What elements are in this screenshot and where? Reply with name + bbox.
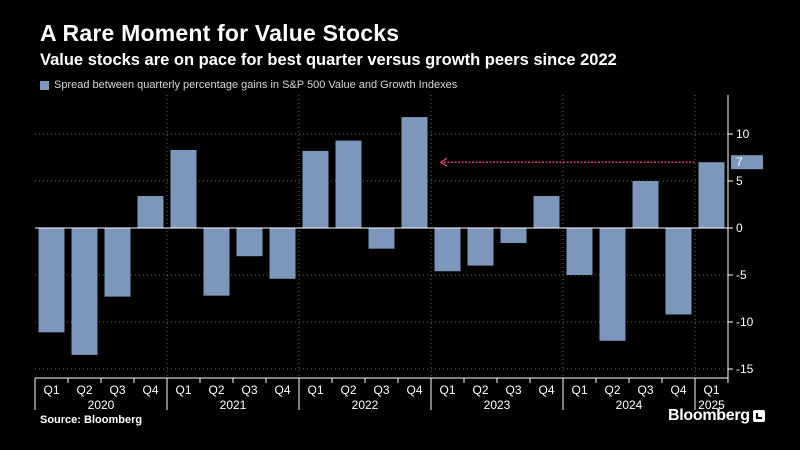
x-tick-label: Q3 [109,383,125,397]
x-tick-label: Q3 [637,383,653,397]
y-tick-label: -15 [736,362,754,376]
y-tick-label: -5 [736,268,747,282]
last-value-label: 7 [736,155,743,169]
bar [698,162,725,228]
x-tick-label: Q1 [703,383,719,397]
x-tick-label: Q3 [373,383,389,397]
x-tick-label: Q4 [538,383,554,397]
bar [434,228,461,272]
x-tick-label: Q1 [175,383,191,397]
x-tick-label: Q4 [670,383,686,397]
year-label: 2025 [698,398,725,412]
y-tick-label: -10 [736,315,754,329]
x-tick-label: Q2 [76,383,92,397]
year-label: 2022 [352,398,379,412]
bar [566,228,593,275]
source-note: Source: Bloomberg [40,414,143,426]
legend-label: Spread between quarterly percentage gain… [54,79,458,91]
bloomberg-logo: Bloomberg [668,407,765,425]
x-tick-label: Q2 [472,383,488,397]
x-tick-label: Q1 [307,383,323,397]
bar [236,228,263,257]
brand-label: Bloomberg [668,407,750,424]
year-label: 2021 [220,398,247,412]
year-label: 2023 [484,398,511,412]
bar [467,228,494,266]
legend-swatch [40,80,49,90]
bar [401,117,428,228]
x-tick-label: Q4 [406,383,422,397]
chart-title: A Rare Moment for Value Stocks [40,20,400,46]
bar [170,149,197,228]
x-tick-label: Q1 [43,383,59,397]
year-label: 2024 [616,398,643,412]
bar [533,196,560,228]
bloomberg-chart-icon [752,410,765,422]
legend: Spread between quarterly percentage gain… [40,79,457,91]
x-tick-label: Q4 [274,383,290,397]
x-tick-label: Q2 [604,383,620,397]
last-value-tag [731,155,763,170]
x-tick-label: Q2 [340,383,356,397]
bar [71,228,98,355]
bar [137,196,164,228]
x-tick-label: Q2 [208,383,224,397]
arrow-head [439,157,448,167]
y-tick-label: 10 [736,127,750,141]
bar [368,228,395,249]
bar [335,140,362,228]
y-tick-label: 0 [736,221,743,235]
x-tick-label: Q3 [241,383,257,397]
bar [599,228,626,341]
bar [632,181,659,228]
bar [500,228,527,244]
x-tick-label: Q4 [142,383,158,397]
bar [104,228,131,297]
chart-subtitle: Value stocks are on pace for best quarte… [40,51,617,69]
bar [665,228,692,315]
bar [38,228,65,333]
bar [269,228,296,279]
x-tick-label: Q3 [505,383,521,397]
year-label: 2020 [88,398,115,412]
bar [302,150,329,228]
x-tick-label: Q1 [571,383,587,397]
x-tick-label: Q1 [439,383,455,397]
y-tick-label: 5 [736,174,743,188]
bar [203,228,230,296]
